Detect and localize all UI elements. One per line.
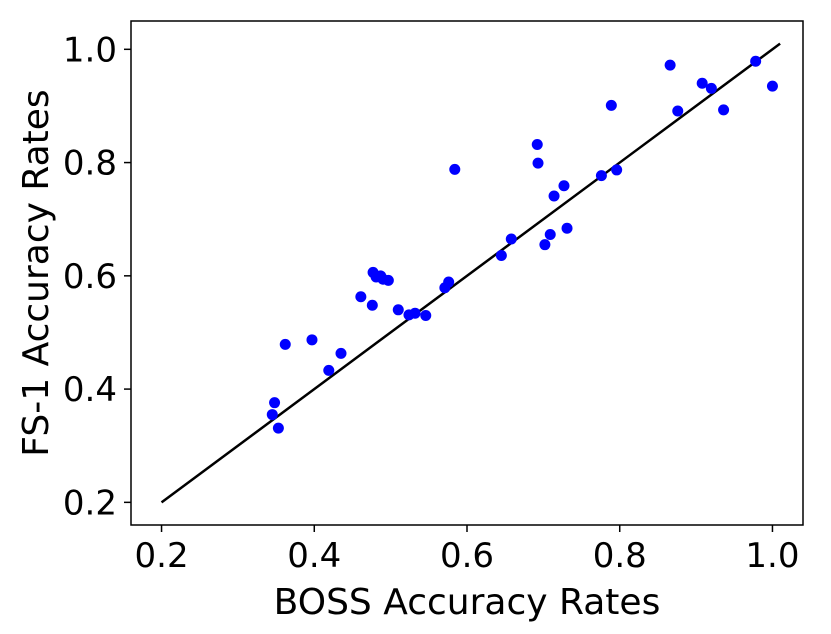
data-point <box>672 105 684 117</box>
reference-line <box>160 42 781 504</box>
data-point <box>272 422 284 434</box>
data-point <box>279 338 291 350</box>
plot-area <box>160 42 781 504</box>
x-tick-label: 0.8 <box>593 536 647 576</box>
data-point <box>561 222 573 234</box>
data-point <box>449 163 461 175</box>
data-point <box>611 164 623 176</box>
y-tick-label: 0.6 <box>63 257 117 297</box>
x-tick-label: 0.4 <box>287 536 341 576</box>
data-point <box>366 299 378 311</box>
data-point <box>505 233 517 245</box>
data-point <box>558 180 570 192</box>
y-axis-title: FS-1 Accuracy Rates <box>16 89 57 456</box>
data-point <box>443 276 455 288</box>
data-point <box>382 274 394 286</box>
y-tick-label: 0.4 <box>63 370 117 410</box>
data-point <box>705 82 717 94</box>
data-point <box>766 80 778 92</box>
data-point <box>335 347 347 359</box>
data-point <box>355 291 367 303</box>
data-point <box>420 309 432 321</box>
x-axis: 0.2 0.4 0.6 0.8 1.0 <box>135 525 799 576</box>
data-point <box>664 59 676 71</box>
data-point <box>266 409 278 421</box>
x-axis-title: BOSS Accuracy Rates <box>274 582 661 623</box>
data-point <box>495 249 507 261</box>
data-point <box>531 138 543 150</box>
y-tick-label: 0.8 <box>63 144 117 184</box>
data-point <box>544 228 556 240</box>
data-point <box>323 364 335 376</box>
x-tick-label: 0.6 <box>440 536 494 576</box>
y-tick-label: 1.0 <box>63 30 117 70</box>
data-point <box>750 55 762 67</box>
data-point <box>306 334 318 346</box>
data-point <box>539 239 551 251</box>
data-point <box>548 190 560 202</box>
x-tick-label: 0.2 <box>135 536 189 576</box>
y-axis: 0.2 0.4 0.6 0.8 1.0 <box>63 30 131 523</box>
data-point <box>595 170 607 182</box>
data-point <box>696 77 708 89</box>
data-point <box>409 307 421 319</box>
data-point <box>532 157 544 169</box>
data-point <box>718 104 730 116</box>
x-tick-label: 1.0 <box>745 536 799 576</box>
data-point <box>269 397 281 409</box>
y-tick-label: 0.2 <box>63 483 117 523</box>
data-point <box>605 99 617 111</box>
data-point <box>392 304 404 316</box>
